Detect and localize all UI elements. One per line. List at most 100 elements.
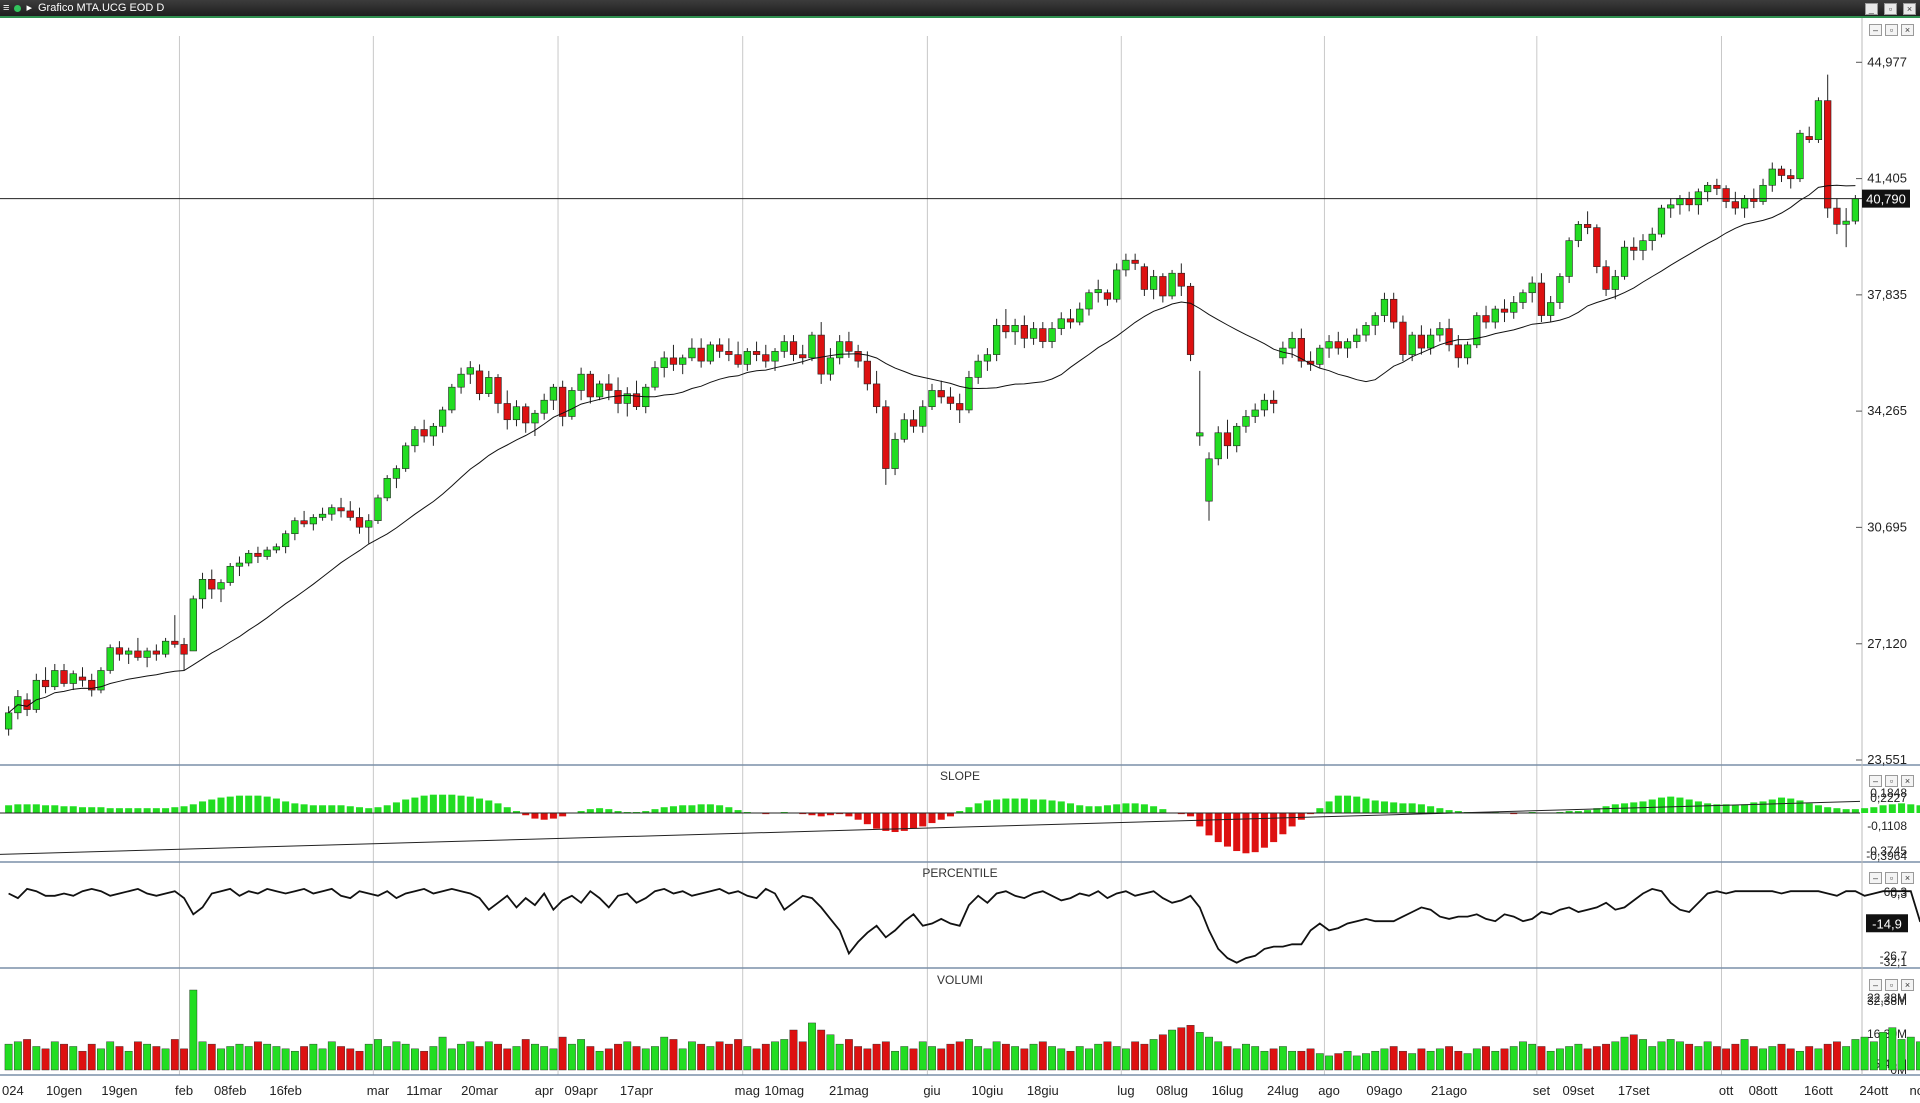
- candle-body: [965, 377, 973, 411]
- volume-bar: [706, 1046, 715, 1071]
- slope-bar: [226, 796, 234, 813]
- panel-close-icon[interactable]: ×: [1901, 979, 1914, 991]
- candle-body: [1076, 308, 1084, 323]
- date-label: mar: [367, 1083, 390, 1098]
- slope-bar: [1039, 799, 1047, 813]
- candle-body: [1851, 198, 1860, 222]
- slope-bar: [125, 808, 133, 813]
- volume-bar: [87, 1043, 96, 1071]
- candle-body: [1011, 325, 1019, 333]
- close-icon[interactable]: ×: [1903, 3, 1916, 15]
- slope-bar: [420, 795, 428, 813]
- candle-body: [882, 406, 890, 469]
- volume-bar: [817, 1029, 826, 1071]
- candle-body: [1639, 240, 1647, 251]
- volume-axis-label: 32,38M: [1867, 994, 1907, 1008]
- candle-body: [1768, 168, 1776, 186]
- panel-maximize-icon[interactable]: ▫: [1885, 775, 1898, 787]
- candle-body: [1787, 175, 1795, 180]
- candle-body: [522, 406, 530, 424]
- candle-body: [69, 673, 77, 684]
- volume-bar: [1602, 1043, 1610, 1071]
- play-icon[interactable]: ▸: [26, 2, 33, 14]
- slope-signal-line: [0, 800, 1861, 855]
- panel-minimize-icon[interactable]: –: [1869, 979, 1882, 991]
- candle-body: [928, 390, 936, 408]
- volume-bar: [170, 1039, 179, 1071]
- volume-bar: [531, 1043, 539, 1071]
- slope-bar: [42, 805, 50, 813]
- volume-bar: [1583, 1048, 1592, 1071]
- volume-bar: [1731, 1043, 1740, 1071]
- slope-bar: [1667, 796, 1675, 813]
- slope-bar: [1408, 803, 1416, 813]
- volume-bar: [854, 1046, 863, 1071]
- panel-minimize-icon[interactable]: –: [1869, 872, 1882, 884]
- panel-minimize-icon[interactable]: –: [1869, 24, 1882, 36]
- volume-bar: [309, 1043, 318, 1071]
- panel-maximize-icon[interactable]: ▫: [1885, 872, 1898, 884]
- candle-body: [51, 670, 59, 688]
- slope-bar: [1916, 805, 1920, 813]
- volume-bar: [124, 1050, 133, 1071]
- slope-bar: [337, 805, 345, 813]
- candle-body: [1113, 269, 1121, 300]
- candle-body: [1103, 292, 1112, 300]
- candle-body: [1325, 341, 1333, 349]
- date-label: 10giu: [971, 1083, 1003, 1098]
- volume-bar: [604, 1048, 613, 1071]
- slope-bar: [1657, 797, 1665, 813]
- candle-body: [254, 552, 262, 557]
- volume-bar: [254, 1041, 262, 1071]
- menu-icon[interactable]: ≡: [3, 2, 10, 14]
- slope-bar: [199, 801, 207, 813]
- restore-icon[interactable]: ▫: [1883, 3, 1897, 15]
- volume-bar: [4, 1043, 13, 1071]
- candle-body: [272, 546, 281, 551]
- candle-body: [32, 679, 40, 710]
- volume-bar: [1814, 1048, 1823, 1071]
- volume-bar: [1214, 1041, 1223, 1071]
- panel-maximize-icon[interactable]: ▫: [1885, 979, 1898, 991]
- date-label: 08ott: [1749, 1083, 1778, 1098]
- candle-body: [725, 351, 733, 355]
- slope-bar: [1722, 804, 1730, 813]
- price-candles[interactable]: [4, 74, 1860, 736]
- slope-bar: [900, 813, 908, 831]
- candle-body: [669, 357, 678, 365]
- slope-bar: [863, 813, 871, 825]
- candle-body: [1353, 334, 1361, 342]
- price-axis: 44,977 41,405 37,835 34,265 30,695 27,120 23,5…: [1856, 54, 1907, 767]
- volume-bar: [780, 1039, 789, 1071]
- candle-body: [1094, 289, 1102, 294]
- candle-body: [1260, 399, 1269, 411]
- slope-bar: [817, 813, 825, 817]
- slope-bar: [1242, 813, 1250, 854]
- minimize-icon[interactable]: _: [1864, 3, 1878, 15]
- slope-bar: [1371, 800, 1379, 813]
- panel-close-icon[interactable]: ×: [1901, 775, 1914, 787]
- slope-bar: [78, 807, 86, 813]
- volume-bar: [180, 1048, 188, 1071]
- candle-body: [1297, 338, 1305, 362]
- slope-bar: [1131, 803, 1139, 813]
- panel-close-icon[interactable]: ×: [1901, 872, 1914, 884]
- volume-bar: [1537, 1046, 1546, 1071]
- volume-bar: [1048, 1046, 1056, 1071]
- volume-bar: [1888, 1027, 1897, 1071]
- volume-bar: [281, 1048, 290, 1071]
- candle-body: [1039, 328, 1047, 342]
- panel-maximize-icon[interactable]: ▫: [1885, 24, 1898, 36]
- candle-body: [97, 670, 105, 691]
- panel-close-icon[interactable]: ×: [1901, 24, 1914, 36]
- date-label: lug: [1117, 1083, 1134, 1098]
- candle-body: [983, 354, 992, 362]
- candle-body: [208, 579, 216, 590]
- percentile-axis-label: -32,1: [1880, 955, 1908, 969]
- slope-bar: [845, 813, 853, 817]
- slope-bar: [300, 804, 308, 813]
- candle-body: [1159, 276, 1167, 297]
- panel-minimize-icon[interactable]: –: [1869, 775, 1882, 787]
